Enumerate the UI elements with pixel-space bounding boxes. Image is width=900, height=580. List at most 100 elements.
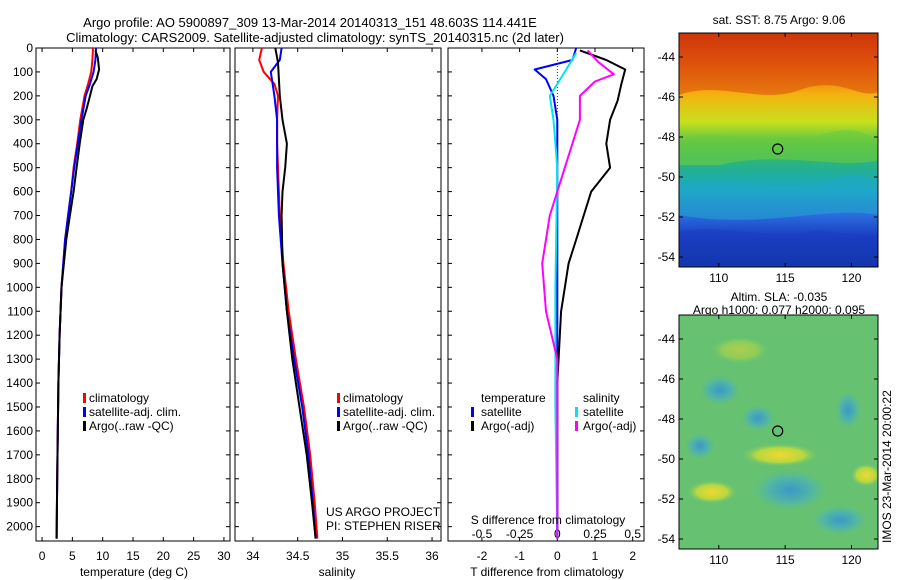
argo-location-marker [772,143,784,155]
x-tick-label: 115 [776,271,795,285]
temperature-series [55,47,101,539]
sla-map-image [679,315,878,549]
sst-map-frame [678,32,879,268]
y-tick-label: 100 [13,65,33,79]
legend-swatch-climatology [83,393,86,403]
series-line-salinity-argo-adj- [541,49,615,539]
legend-label-sal-argo: Argo(-adj) [583,419,636,433]
legend-label-climatology: climatology [89,391,149,405]
s-tick-label: 0.5 [624,527,641,541]
x-tick-label: 36 [425,549,439,563]
x-tick-label: 35 [336,549,350,563]
salinity-series [258,47,319,539]
temperature-axes: 0100200300400500600700800900100011001200… [6,41,231,563]
series-line-salinity-satellite [548,52,578,539]
y-tick-label: -44 [658,50,676,64]
y-tick-label: -54 [658,250,676,264]
sla-map-frame [678,314,879,550]
series-line-argo-raw-qc- [55,50,101,539]
y-tick-label: 1800 [6,472,33,486]
y-tick-label: 1000 [6,280,33,294]
y-tick-label: 800 [13,232,33,246]
x-tick-label: -2 [477,549,488,563]
x-tick-label: 115 [776,553,795,567]
s-tick-label: 0.25 [583,527,607,541]
sla-map-title: Altim. SLA: -0.035 [731,290,828,304]
s-difference-label: S difference from climatology [471,513,626,527]
legend-swatch-argo [337,421,340,431]
imos-timestamp: IMOS 23-Mar-2014 20:00:22 [880,390,894,543]
y-tick-label: 300 [13,113,33,127]
sla-map-subtitle: Argo h1000: 0.077 h2000: 0.095 [693,303,865,317]
x-tick-label: 10 [96,549,110,563]
difference-panel-frame [447,47,645,542]
s-tick-label: -0.5 [472,527,493,541]
y-tick-label: 400 [13,137,33,151]
temperature-xlabel: temperature (deg C) [80,565,188,579]
legend-title-salinity: salinity [583,391,620,405]
y-tick-label: 1600 [6,424,33,438]
y-tick-label: -54 [658,532,676,546]
x-tick-label: -1 [514,549,525,563]
legend-swatch-sal-satellite [575,407,578,417]
legend-swatch-sal-argo [575,421,578,431]
x-tick-label: 2 [629,549,636,563]
x-tick-label: 34 [246,549,260,563]
y-tick-label: 1500 [6,400,33,414]
t-difference-xlabel: T difference from climatology [470,565,624,579]
legend-label-temp-argo: Argo(-adj) [481,419,534,433]
x-tick-label: 110 [709,553,728,567]
x-tick-label: 34.5 [286,549,310,563]
y-tick-label: 1900 [6,496,33,510]
y-tick-label: -52 [658,492,676,506]
difference-series [533,47,627,539]
legend-label-sal-satellite: satellite [583,405,624,419]
legend-swatch-satellite [337,407,340,417]
y-tick-label: 200 [13,89,33,103]
header-title: Argo profile: AO 5900897_309 13-Mar-2014… [83,15,537,30]
y-tick-label: -46 [658,372,676,386]
temperature-panel-frame [35,47,231,542]
legend-title-temperature: temperature [481,391,546,405]
x-tick-label: 120 [841,553,861,567]
x-tick-label: 30 [217,549,231,563]
y-tick-label: 600 [13,185,33,199]
sst-map-image [679,33,878,267]
series-line-satellite-adj-clim- [55,47,97,539]
x-tick-label: 15 [126,549,140,563]
salinity-panel-frame [234,47,442,542]
project-credit: US ARGO PROJECT [326,505,441,519]
legend-swatch-argo [83,421,86,431]
y-tick-label: -52 [658,210,676,224]
y-tick-label: 700 [13,209,33,223]
y-tick-label: 1400 [6,376,33,390]
legend-label-argo: Argo(..raw -QC) [89,419,174,433]
difference-legend: temperature satellite Argo(-adj) salinit… [471,391,636,433]
y-tick-label: 500 [13,161,33,175]
x-tick-label: 0 [39,549,46,563]
y-tick-label: 2000 [6,520,33,534]
argo-location-marker [772,425,784,437]
x-tick-label: 20 [157,549,171,563]
x-tick-label: 110 [709,271,728,285]
salinity-axes: 34 34.5 35 35.5 36 [235,47,441,563]
pi-credit: PI: STEPHEN RISER [326,519,441,533]
y-tick-label: -48 [658,412,676,426]
legend-label-argo: Argo(..raw -QC) [343,419,428,433]
sst-map-axes: 110 115 120 -44 -46 -48 -50 -52 -54 [658,33,878,285]
sst-map-title: sat. SST: 8.75 Argo: 9.06 [713,13,846,27]
y-tick-label: -50 [658,452,676,466]
legend-swatch-climatology [337,393,340,403]
x-tick-label: 120 [841,271,861,285]
y-tick-label: -50 [658,170,676,184]
x-tick-label: 25 [187,549,201,563]
series-line-satellite-adj-clim- [269,47,317,539]
series-line-temperature-argo-adj- [556,49,627,539]
x-tick-label: 5 [69,549,76,563]
y-tick-label: 1300 [6,352,33,366]
y-tick-label: 900 [13,256,33,270]
y-tick-label: -46 [658,90,676,104]
y-tick-label: -48 [658,130,676,144]
legend-label-climatology: climatology [343,391,403,405]
